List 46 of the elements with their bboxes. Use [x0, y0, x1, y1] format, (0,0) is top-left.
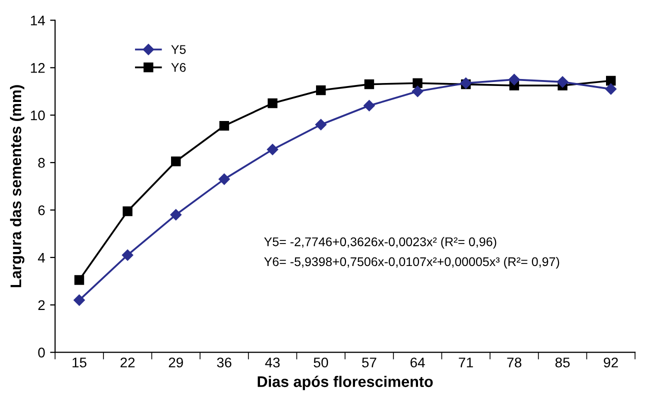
x-tick-label: 57	[362, 358, 376, 368]
x-tick-label: 43	[265, 358, 280, 368]
x-tick-label: 85	[555, 358, 570, 368]
point	[74, 294, 85, 306]
y-tick-label: 0	[38, 348, 45, 358]
y-tick-label: 10	[30, 110, 45, 120]
legend-label: Y6	[171, 63, 186, 72]
y-tick-label: 6	[38, 205, 45, 216]
x-tick-label: 22	[120, 358, 135, 368]
legend-label: Y5	[171, 45, 186, 54]
point	[268, 98, 278, 108]
x-tick-label: 78	[507, 358, 522, 368]
x-tick-label: 64	[410, 358, 425, 368]
point	[606, 76, 616, 86]
x-tick-label: 36	[217, 358, 232, 368]
annotation: Y6= -5,9398+0,7506x-0,0107x²+0,00005x³ (R²= 0,97)	[264, 256, 560, 269]
y-tick-label: 4	[38, 252, 45, 262]
point	[556, 76, 568, 88]
point	[412, 78, 422, 88]
point	[412, 86, 424, 98]
x-tick-label: 50	[314, 358, 328, 368]
point	[218, 174, 230, 185]
point	[219, 120, 230, 131]
point	[170, 209, 182, 220]
x-tick-label: 92	[604, 358, 618, 368]
x-tick-label: 15	[72, 358, 86, 368]
annotation: Y5= -2,7746+0,3626x-0,0023x² (R²= 0,96)	[264, 237, 496, 249]
point	[171, 156, 181, 166]
x-axis-title: Dias após florescimento	[258, 376, 433, 390]
point	[605, 83, 616, 95]
y-tick-label: 8	[38, 158, 45, 168]
point	[508, 74, 520, 86]
point	[364, 79, 374, 90]
point	[74, 275, 84, 285]
y-axis-title: Largura das sementes (mm)	[10, 85, 24, 288]
point	[122, 206, 132, 216]
y-tick-label: 14	[30, 16, 45, 26]
point	[122, 249, 134, 261]
x-tick-label: 71	[458, 358, 473, 368]
y-tick-label: 12	[30, 63, 45, 73]
y-tick-label: 2	[38, 300, 45, 310]
point	[316, 85, 326, 96]
point	[315, 119, 326, 130]
x-tick-label: 29	[168, 358, 183, 368]
point	[266, 144, 278, 156]
point	[364, 100, 375, 112]
